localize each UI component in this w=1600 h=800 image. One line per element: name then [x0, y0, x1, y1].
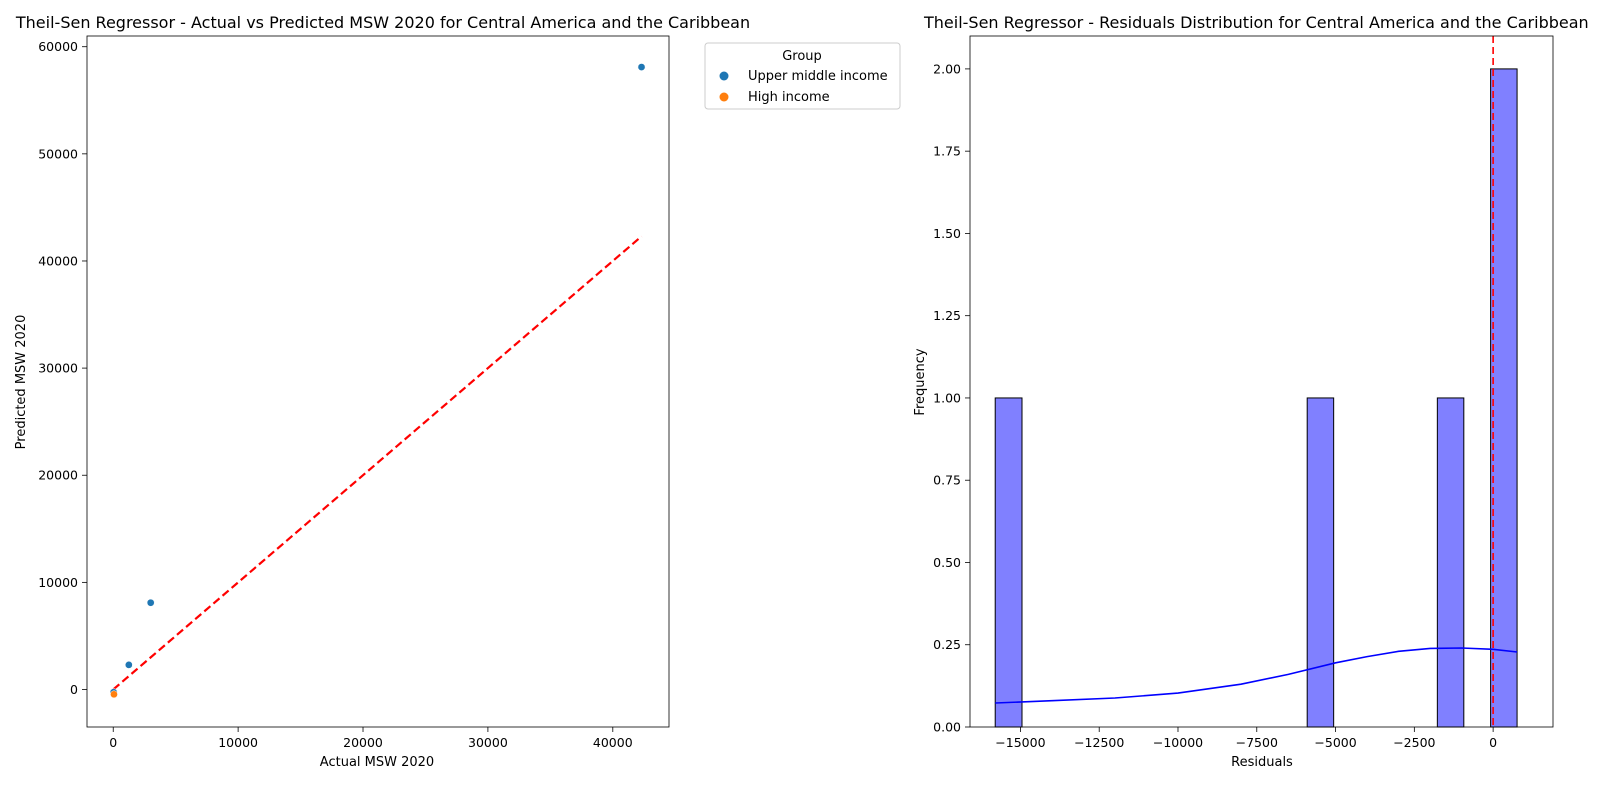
x-tick-label: −2500	[1393, 735, 1435, 750]
y-tick-label: 20000	[38, 468, 78, 483]
x-tick-label: 40000	[593, 735, 633, 750]
histogram-bar	[1306, 397, 1335, 728]
y-tick-label: 1.75	[933, 144, 961, 159]
histogram-bar	[1436, 397, 1465, 728]
scatter-y-axis-label: Predicted MSW 2020	[14, 315, 29, 450]
scatter-point	[124, 661, 133, 669]
legend-label-high-income: High income	[748, 90, 830, 105]
y-tick-label: 0.50	[933, 555, 961, 570]
histogram-y-axis: 0.00 0.25 0.50 0.75 1.00 1.25 1.50 1.75 2.00	[933, 61, 970, 735]
x-tick-label: 20000	[343, 735, 383, 750]
y-tick-label: 0.75	[933, 473, 961, 488]
y-tick-label: 1.00	[933, 390, 961, 405]
y-tick-label: 30000	[38, 361, 78, 376]
histogram-title: Theil-Sen Regressor - Residuals Distribu…	[923, 13, 1589, 32]
histogram-plot-frame	[969, 35, 1554, 728]
x-tick-label: −15000	[995, 735, 1045, 750]
y-tick-label: 10000	[38, 575, 78, 590]
kde-curve	[995, 647, 1518, 704]
ideal-fit-line	[112, 235, 643, 691]
x-tick-label: −5000	[1314, 735, 1356, 750]
y-tick-label: 0	[70, 682, 78, 697]
y-tick-label: 60000	[38, 39, 78, 54]
x-tick-label: −7500	[1236, 735, 1278, 750]
scatter-plot-frame	[86, 35, 670, 728]
scatter-x-axis-label: Actual MSW 2020	[320, 755, 434, 770]
histogram-y-axis-label: Frequency	[913, 348, 928, 415]
x-tick-label: −12500	[1074, 735, 1124, 750]
scatter-point	[146, 598, 155, 607]
scatter-chart-title: Theil-Sen Regressor - Actual vs Predicte…	[15, 13, 750, 32]
legend-marker-upper-middle-income	[719, 71, 729, 81]
scatter-chart: Theil-Sen Regressor - Actual vs Predicte…	[14, 13, 901, 770]
y-tick-label: 1.50	[933, 226, 961, 241]
y-tick-label: 50000	[38, 146, 78, 161]
histogram-x-axis-label: Residuals	[1231, 755, 1293, 770]
x-tick-label: 0	[109, 735, 117, 750]
scatter-point	[637, 63, 646, 71]
y-tick-label: 1.25	[933, 308, 961, 323]
histogram-bar	[1490, 68, 1518, 728]
legend-title: Group	[782, 49, 822, 64]
y-tick-label: 40000	[38, 253, 78, 268]
y-tick-label: 0.25	[933, 637, 961, 652]
residuals-histogram: Theil-Sen Regressor - Residuals Distribu…	[913, 13, 1589, 770]
histogram-bar	[994, 397, 1023, 728]
legend-label-upper-middle-income: Upper middle income	[748, 69, 888, 84]
y-tick-label: 0.00	[933, 720, 961, 735]
histogram-x-axis: −15000 −12500 −10000 −7500 −5000 −2500 0	[995, 727, 1497, 750]
legend-marker-high-income	[719, 92, 729, 102]
x-tick-label: 0	[1489, 735, 1497, 750]
scatter-x-axis: 0 10000 20000 30000 40000	[109, 727, 633, 750]
y-tick-label: 2.00	[933, 61, 961, 76]
x-tick-label: 10000	[218, 735, 258, 750]
x-tick-label: −10000	[1153, 735, 1203, 750]
legend-box	[704, 42, 901, 110]
scatter-point	[110, 690, 118, 699]
scatter-y-axis: 0 10000 20000 30000 40000 50000 60000	[38, 39, 87, 697]
scatter-legend: Group Upper middle income High income	[704, 42, 901, 110]
x-tick-label: 30000	[468, 735, 508, 750]
